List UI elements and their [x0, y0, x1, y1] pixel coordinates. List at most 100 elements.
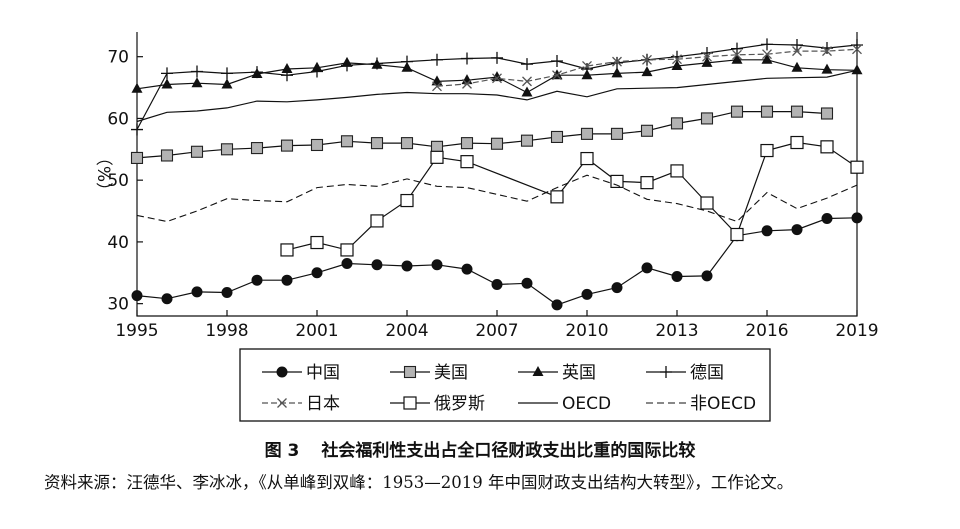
data-point [760, 143, 774, 158]
data-point [731, 53, 743, 64]
data-point [551, 69, 563, 80]
data-point [161, 67, 173, 80]
data-point [611, 56, 623, 69]
legend-box [239, 348, 771, 422]
data-point [520, 134, 534, 147]
x-tick-label: 2016 [745, 321, 788, 341]
data-point [671, 50, 683, 63]
data-point [822, 46, 832, 57]
data-point [642, 54, 652, 65]
data-point [221, 67, 233, 80]
y-tick-label: 60 [107, 109, 129, 129]
data-point [340, 243, 354, 257]
data-point [521, 86, 533, 97]
x-tick-label: 2013 [655, 321, 698, 341]
series-line [136, 174, 858, 223]
data-point [550, 190, 564, 204]
data-point [191, 65, 203, 78]
data-point [191, 286, 203, 298]
legend-label: OECD [562, 394, 611, 414]
data-point [280, 243, 294, 257]
data-point [761, 225, 773, 237]
legend-item: 非OECD [646, 394, 756, 414]
data-point [161, 293, 173, 305]
data-point [581, 288, 593, 300]
data-point [550, 130, 564, 144]
data-point [851, 64, 863, 75]
data-point [221, 287, 233, 299]
data-point [700, 112, 714, 125]
data-point [190, 145, 204, 158]
data-point [580, 151, 594, 166]
data-point [461, 263, 473, 275]
data-point [400, 193, 414, 208]
data-point [431, 75, 443, 86]
data-point [431, 259, 443, 271]
data-point [851, 212, 863, 224]
chart: 30 40 50 60 70 1995 1998 2001 2004 2007 2010 2013 20… [93, 32, 879, 422]
legend-item: OECD [518, 394, 611, 414]
legend-item: 美国 [390, 363, 468, 383]
figure-source-note: 资料来源：汪德华、李冰冰，《从单峰到双峰：1953—2019 年中国财政支出结构… [44, 473, 794, 492]
data-point [791, 61, 803, 72]
data-point [580, 127, 594, 140]
y-tick-label: 70 [107, 48, 129, 68]
data-point [671, 59, 683, 70]
legend-item: 日本 [262, 394, 340, 414]
data-point [400, 137, 414, 150]
data-point [220, 143, 234, 156]
data-point [401, 55, 413, 68]
data-point [792, 46, 802, 57]
y-tick-label: 40 [107, 233, 129, 253]
data-point [131, 290, 143, 302]
data-point [490, 137, 504, 150]
data-point [702, 51, 712, 62]
data-point [431, 53, 443, 66]
data-point [521, 58, 533, 71]
data-point [820, 107, 834, 120]
data-point [551, 55, 563, 68]
legend-label: 德国 [690, 363, 724, 383]
series-line [136, 69, 858, 123]
data-point [341, 59, 353, 72]
data-point [370, 214, 384, 228]
data-point [582, 60, 592, 71]
legend-swatch-marker [403, 396, 417, 410]
y-axis-label: （%） [93, 149, 113, 199]
figure-title: 社会福利性支出占全口径财政支出比重的国际比较 [321, 441, 696, 461]
data-point [340, 135, 354, 148]
data-point [432, 81, 442, 92]
legend-label: 日本 [306, 394, 340, 414]
data-point [191, 77, 203, 88]
data-point [341, 258, 353, 270]
series-line [436, 48, 858, 87]
data-point [460, 137, 474, 150]
x-tick-label: 2004 [385, 321, 428, 341]
data-point [760, 105, 774, 118]
data-point [310, 235, 324, 250]
data-point [161, 78, 173, 89]
data-point [370, 137, 384, 150]
data-point [250, 142, 264, 155]
data-point [281, 69, 293, 82]
data-point [371, 259, 383, 271]
data-point [762, 49, 772, 60]
data-point [460, 155, 474, 169]
data-point [701, 270, 713, 282]
data-point [552, 70, 562, 81]
data-point [522, 76, 532, 87]
x-tick-label: 2019 [835, 321, 878, 341]
series-filled-circle-0 [131, 212, 863, 311]
data-point [790, 135, 804, 150]
series-cross-4 [432, 44, 862, 92]
legend-swatch-marker [403, 365, 417, 379]
data-point [311, 267, 323, 279]
series-none-7 [136, 174, 858, 223]
data-point [401, 260, 413, 272]
data-point [641, 66, 653, 77]
series-line [136, 217, 858, 306]
data-point [640, 176, 654, 190]
data-point [700, 196, 714, 210]
legend-item: 英国 [518, 363, 596, 383]
data-point [610, 127, 624, 140]
